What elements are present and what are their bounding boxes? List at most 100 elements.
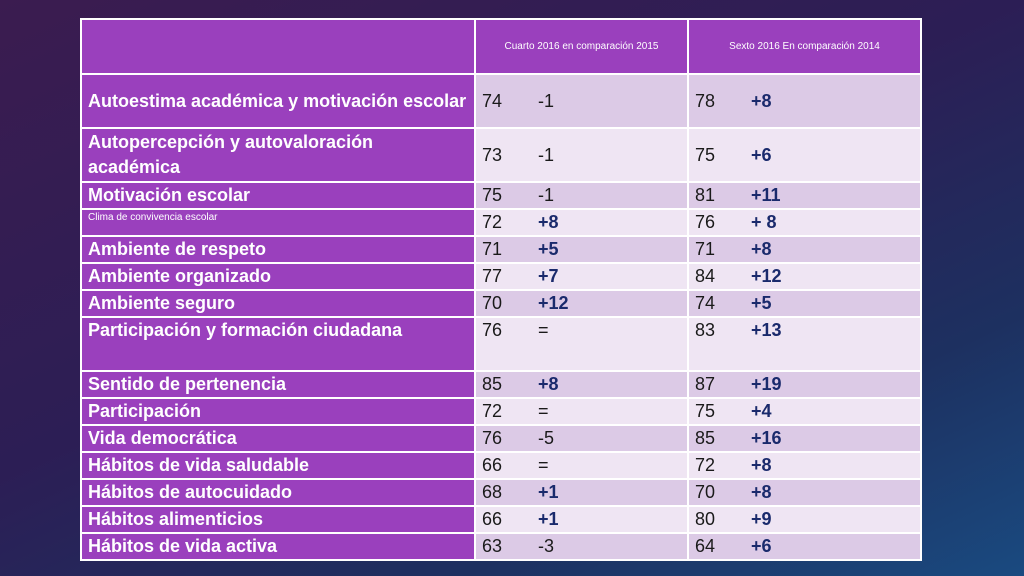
sexto-score: 87	[695, 374, 716, 394]
row-label: Ambiente de respeto	[80, 235, 476, 264]
cuarto-cell: 76 -5	[474, 424, 689, 453]
results-table: Cuarto 2016 en comparación 2015 Sexto 20…	[80, 18, 922, 561]
row-label: Participación	[80, 397, 476, 426]
sexto-change: + 8	[751, 212, 777, 232]
table-row: Clima de convivencia escolar 72 +8 76 + 8	[80, 208, 922, 237]
sexto-change: +16	[751, 428, 782, 448]
table-row: Hábitos de vida saludable 66 = 72 +8	[80, 451, 922, 480]
cuarto-cell: 66 +1	[474, 505, 689, 534]
row-label: Sentido de pertenencia	[80, 370, 476, 399]
sexto-change: +8	[751, 455, 772, 475]
sexto-score: 70	[695, 482, 716, 502]
row-label: Vida democrática	[80, 424, 476, 453]
cuarto-score: 71	[482, 239, 503, 259]
row-label: Hábitos alimenticios	[80, 505, 476, 534]
sexto-change: +8	[751, 239, 772, 259]
sexto-change: +13	[751, 320, 782, 340]
sexto-cell: 71 +8	[687, 235, 922, 264]
cuarto-cell: 72 =	[474, 397, 689, 426]
cuarto-change: -1	[538, 185, 555, 205]
sexto-cell: 84 +12	[687, 262, 922, 291]
cuarto-change: =	[538, 320, 549, 340]
sexto-score: 71	[695, 239, 716, 259]
cuarto-change: +8	[538, 374, 559, 394]
cuarto-change: -5	[538, 428, 555, 448]
cuarto-cell: 71 +5	[474, 235, 689, 264]
sexto-cell: 80 +9	[687, 505, 922, 534]
table-row: Motivación escolar 75 -1 81 +11	[80, 181, 922, 210]
table-row: Sentido de pertenencia 85 +8 87 +19	[80, 370, 922, 399]
sexto-score: 75	[695, 401, 716, 421]
cuarto-change: +5	[538, 239, 559, 259]
sexto-score: 85	[695, 428, 716, 448]
cuarto-score: 76	[482, 428, 503, 448]
row-label: Clima de convivencia escolar	[80, 208, 476, 237]
sexto-change: +9	[751, 509, 772, 529]
sexto-cell: 70 +8	[687, 478, 922, 507]
cuarto-change: +7	[538, 266, 559, 286]
sexto-change: +6	[751, 144, 772, 165]
sexto-score: 83	[695, 320, 716, 340]
row-label: Hábitos de vida activa	[80, 532, 476, 561]
row-label: Ambiente seguro	[80, 289, 476, 318]
cuarto-score: 85	[482, 374, 503, 394]
row-label: Ambiente organizado	[80, 262, 476, 291]
sexto-change: +4	[751, 401, 772, 421]
cuarto-score: 77	[482, 266, 503, 286]
cuarto-score: 66	[482, 455, 503, 475]
sexto-score: 74	[695, 293, 716, 313]
cuarto-cell: 70 +12	[474, 289, 689, 318]
cuarto-score: 75	[482, 185, 503, 205]
sexto-cell: 83 +13	[687, 316, 922, 372]
header-blank	[80, 18, 476, 75]
row-label: Participación y formación ciudadana	[80, 316, 476, 372]
sexto-change: +11	[751, 185, 781, 205]
sexto-change: +6	[751, 536, 772, 556]
table-row: Participación y formación ciudadana 76 = 83…	[80, 316, 922, 372]
cuarto-change: -3	[538, 536, 555, 556]
sexto-change: +12	[751, 266, 782, 286]
sexto-cell: 72 +8	[687, 451, 922, 480]
row-label: Autoestima académica y motivación escola…	[80, 73, 476, 129]
cuarto-cell: 74 -1	[474, 73, 689, 129]
cuarto-score: 72	[482, 212, 503, 232]
header-cuarto: Cuarto 2016 en comparación 2015	[474, 18, 689, 75]
sexto-score: 75	[695, 144, 716, 165]
sexto-cell: 85 +16	[687, 424, 922, 453]
cuarto-score: 73	[482, 144, 503, 165]
cuarto-score: 68	[482, 482, 503, 502]
sexto-cell: 74 +5	[687, 289, 922, 318]
sexto-cell: 76 + 8	[687, 208, 922, 237]
sexto-change: +5	[751, 293, 772, 313]
cuarto-cell: 77 +7	[474, 262, 689, 291]
cuarto-cell: 63 -3	[474, 532, 689, 561]
cuarto-cell: 66 =	[474, 451, 689, 480]
sexto-score: 80	[695, 509, 716, 529]
cuarto-change: =	[538, 455, 549, 475]
cuarto-score: 66	[482, 509, 503, 529]
cuarto-score: 70	[482, 293, 503, 313]
cuarto-score: 63	[482, 536, 503, 556]
sexto-score: 78	[695, 90, 716, 111]
cuarto-cell: 72 +8	[474, 208, 689, 237]
sexto-change: +8	[751, 90, 772, 111]
row-label: Hábitos de vida saludable	[80, 451, 476, 480]
sexto-cell: 78 +8	[687, 73, 922, 129]
cuarto-change: =	[538, 401, 549, 421]
sexto-score: 84	[695, 266, 716, 286]
table-row: Hábitos alimenticios 66 +1 80 +9	[80, 505, 922, 534]
cuarto-change: +8	[538, 212, 559, 232]
cuarto-cell: 75 -1	[474, 181, 689, 210]
sexto-cell: 87 +19	[687, 370, 922, 399]
cuarto-change: -1	[538, 144, 555, 165]
table-row: Ambiente de respeto 71 +5 71 +8	[80, 235, 922, 264]
table-row: Vida democrática 76 -5 85 +16	[80, 424, 922, 453]
table-row: Ambiente seguro 70 +12 74 +5	[80, 289, 922, 318]
sexto-score: 81	[695, 185, 716, 205]
sexto-cell: 64 +6	[687, 532, 922, 561]
sexto-change: +19	[751, 374, 782, 394]
cuarto-cell: 73 -1	[474, 127, 689, 183]
table-row: Autoestima académica y motivación escola…	[80, 73, 922, 129]
cuarto-cell: 68 +1	[474, 478, 689, 507]
sexto-score: 72	[695, 455, 716, 475]
